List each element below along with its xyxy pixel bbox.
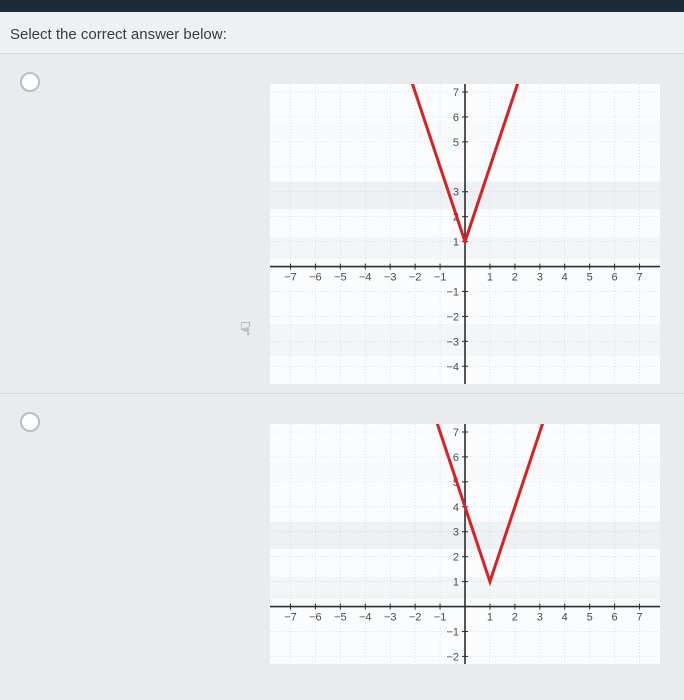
svg-text:6: 6 — [612, 612, 618, 624]
svg-text:−4: −4 — [359, 272, 372, 284]
svg-text:−5: −5 — [334, 612, 347, 624]
svg-text:−7: −7 — [284, 272, 297, 284]
svg-text:−3: −3 — [384, 612, 397, 624]
svg-text:−1: −1 — [446, 626, 459, 638]
answer-option-b[interactable]: 7654321−1−2−3−4−7−6−5−4−3−2−11234567 — [0, 393, 684, 693]
svg-text:3: 3 — [453, 527, 459, 539]
svg-text:7: 7 — [453, 427, 459, 439]
svg-text:1: 1 — [487, 612, 493, 624]
svg-text:−7: −7 — [284, 612, 297, 624]
chart-a-svg: 765321−1−2−3−4−5−6−7−7−6−5−4−3−2−1123456… — [270, 84, 660, 384]
svg-text:4: 4 — [562, 272, 568, 284]
svg-text:7: 7 — [636, 612, 642, 624]
svg-text:7: 7 — [453, 87, 459, 99]
svg-text:−1: −1 — [446, 286, 459, 298]
radio-option-b[interactable] — [20, 412, 40, 432]
svg-text:1: 1 — [453, 577, 459, 589]
svg-text:2: 2 — [453, 552, 459, 564]
svg-text:6: 6 — [612, 272, 618, 284]
hand-cursor-icon: ☟ — [240, 319, 251, 340]
prompt-text: Select the correct answer below: — [10, 26, 227, 43]
window-top-bar — [0, 0, 684, 12]
svg-text:−2: −2 — [409, 272, 422, 284]
answer-option-a[interactable]: 765321−1−2−3−4−5−6−7−7−6−5−4−3−2−1123456… — [0, 53, 684, 393]
svg-text:7: 7 — [636, 272, 642, 284]
svg-text:−6: −6 — [309, 272, 322, 284]
svg-text:2: 2 — [512, 272, 518, 284]
svg-text:6: 6 — [453, 452, 459, 464]
svg-text:6: 6 — [453, 112, 459, 124]
options-container: 7 6 5 3 2 1 −1 −2 −3 −4 −5 −6 −7 −7 −6 −5 −4 −3 −2 −1 1 2 3 4 5 6… — [0, 53, 684, 693]
svg-text:5: 5 — [453, 137, 459, 149]
chart-b-svg: 7654321−1−2−3−4−7−6−5−4−3−2−11234567 — [270, 424, 660, 664]
svg-text:−4: −4 — [359, 612, 372, 624]
svg-text:−2: −2 — [446, 311, 459, 323]
svg-text:−6: −6 — [309, 612, 322, 624]
svg-text:−5: −5 — [334, 272, 347, 284]
graph-option-b: 7654321−1−2−3−4−7−6−5−4−3−2−11234567 — [270, 424, 660, 664]
radio-option-a[interactable] — [20, 72, 40, 92]
svg-text:−3: −3 — [384, 272, 397, 284]
question-prompt: Select the correct answer below: — [0, 12, 684, 53]
svg-text:4: 4 — [453, 502, 459, 514]
svg-text:−1: −1 — [434, 272, 447, 284]
graph-option-a: 765321−1−2−3−4−5−6−7−7−6−5−4−3−2−1123456… — [270, 84, 660, 384]
svg-text:2: 2 — [512, 612, 518, 624]
svg-text:1: 1 — [453, 237, 459, 249]
svg-text:4: 4 — [562, 612, 568, 624]
svg-text:5: 5 — [587, 272, 593, 284]
svg-text:−1: −1 — [434, 612, 447, 624]
svg-text:5: 5 — [587, 612, 593, 624]
svg-text:−4: −4 — [446, 361, 459, 373]
svg-text:−3: −3 — [446, 336, 459, 348]
svg-text:−2: −2 — [446, 651, 459, 663]
svg-text:−2: −2 — [409, 612, 422, 624]
svg-text:3: 3 — [537, 272, 543, 284]
svg-text:3: 3 — [537, 612, 543, 624]
svg-text:1: 1 — [487, 272, 493, 284]
svg-text:3: 3 — [453, 187, 459, 199]
